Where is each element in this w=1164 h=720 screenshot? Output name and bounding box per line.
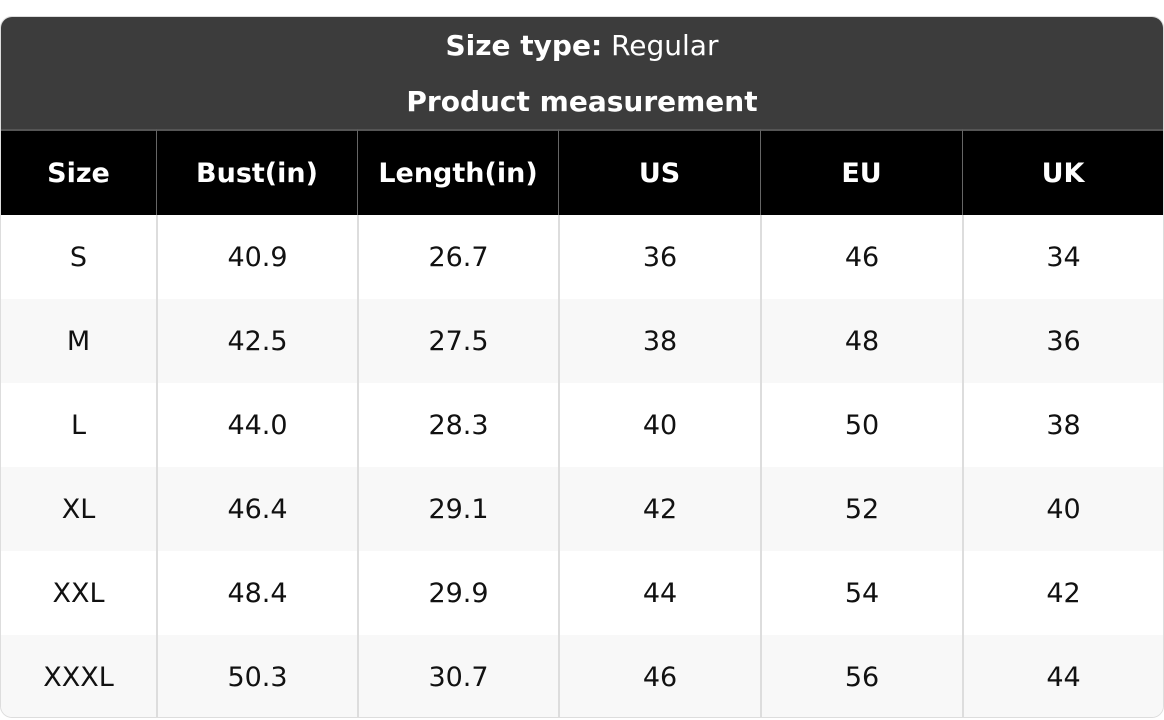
table-cell: 26.7 (357, 215, 558, 299)
table-cell: 38 (558, 299, 760, 383)
table-cell: 36 (962, 299, 1163, 383)
table-cell: XL (1, 467, 156, 551)
table-cell: 48.4 (156, 551, 357, 635)
size-type-line: Size type: Regular (1, 17, 1163, 73)
table-cell: 56 (760, 635, 962, 717)
subtitle-line: Product measurement (1, 73, 1163, 129)
table-cell: 28.3 (357, 383, 558, 467)
table-cell: 48 (760, 299, 962, 383)
table-cell: 40 (962, 467, 1163, 551)
table-cell: 42 (558, 467, 760, 551)
table-cell: 27.5 (357, 299, 558, 383)
table-cell: 40 (558, 383, 760, 467)
column-header: EU (760, 129, 962, 215)
table-cell: 42 (962, 551, 1163, 635)
table-cell: 50.3 (156, 635, 357, 717)
table-cell: 44.0 (156, 383, 357, 467)
table-cell: M (1, 299, 156, 383)
table-cell: 44 (962, 635, 1163, 717)
table-cell: 42.5 (156, 299, 357, 383)
table-cell: XXL (52, 577, 105, 609)
size-table: Size Bust(in) Length(in) US EU UK S 40.9 26.7 36 4… (1, 129, 1163, 717)
table-cell: S (69, 241, 88, 273)
column-header: Size (1, 129, 156, 215)
table-cell: 44 (558, 551, 760, 635)
table-cell: 54 (760, 551, 962, 635)
column-header: Length(in) (357, 129, 558, 215)
size-type-label: Size type: (445, 28, 603, 62)
column-header: Bust(in) (156, 129, 357, 215)
size-chart: Size type: Regular Product measurement S… (0, 16, 1164, 718)
table-cell: 29.1 (357, 467, 558, 551)
column-header: US (558, 129, 760, 215)
table-cell: 36 (558, 215, 760, 299)
subtitle: Product measurement (406, 84, 758, 118)
table-cell: 52 (760, 467, 962, 551)
table-cell: 50 (760, 383, 962, 467)
chart-header: Size type: Regular Product measurement (1, 17, 1163, 129)
table-cell: XXXL (1, 635, 156, 717)
table-cell: 38 (962, 383, 1163, 467)
table-cell: L (70, 409, 87, 441)
size-type-value: Regular (611, 28, 719, 62)
column-header: UK (962, 129, 1163, 215)
table-cell: 34 (962, 215, 1163, 299)
table-cell: 46 (760, 215, 962, 299)
table-cell: 29.9 (357, 551, 558, 635)
table-cell: 46.4 (156, 467, 357, 551)
table-cell: 40.9 (156, 215, 357, 299)
table-cell: 46 (558, 635, 760, 717)
table-cell: 30.7 (357, 635, 558, 717)
